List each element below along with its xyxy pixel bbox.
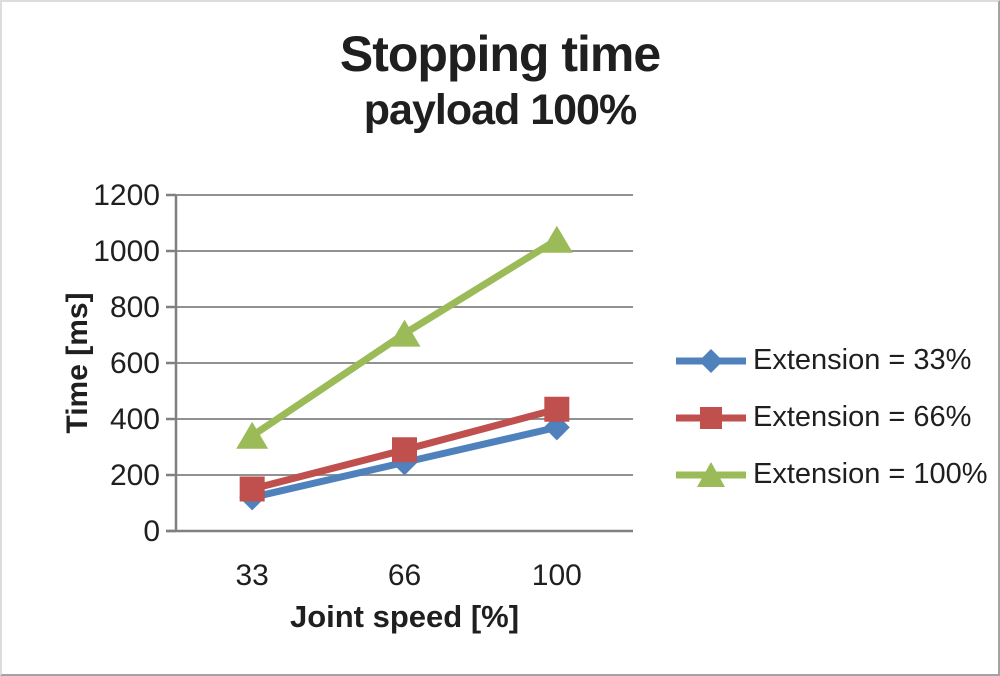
legend-label: Extension = 100% <box>753 458 988 490</box>
y-tick-label: 1200 <box>93 179 160 212</box>
legend-item-extension-33: Extension = 33% <box>674 332 988 389</box>
chart-subtitle: payload 100% <box>363 86 637 134</box>
y-tick-label: 600 <box>110 347 160 380</box>
x-tick-label: 100 <box>532 559 582 592</box>
legend: Extension = 33% Extension = 66% Extensio… <box>674 332 988 503</box>
legend-label: Extension = 66% <box>753 401 972 433</box>
legend-item-extension-100: Extension = 100% <box>674 446 988 503</box>
y-tick-label: 400 <box>110 403 160 436</box>
y-tick-label: 800 <box>110 291 160 324</box>
chart-title-block: Stopping time payload 100% <box>2 24 998 136</box>
triangle-marker <box>236 421 269 449</box>
triangle-marker <box>540 225 573 253</box>
triangle-marker <box>388 319 421 347</box>
y-tick-label: 200 <box>110 459 160 492</box>
legend-item-extension-66: Extension = 66% <box>674 389 988 446</box>
y-tick-label: 1000 <box>93 235 160 268</box>
x-tick-label: 66 <box>388 559 421 592</box>
square-marker <box>392 437 417 463</box>
legend-label: Extension = 33% <box>753 344 972 376</box>
diamond-marker-icon <box>676 348 746 373</box>
triangle-marker-icon <box>676 461 746 487</box>
square-marker-icon <box>676 406 746 429</box>
x-tick-label: 33 <box>235 559 268 592</box>
y-tick-label: 0 <box>143 515 160 548</box>
square-marker <box>239 476 265 502</box>
square-marker <box>544 396 570 422</box>
y-axis-title: Time [ms] <box>61 292 94 434</box>
chart-title: Stopping time <box>339 26 661 82</box>
x-axis-title: Joint speed [%] <box>289 599 520 634</box>
